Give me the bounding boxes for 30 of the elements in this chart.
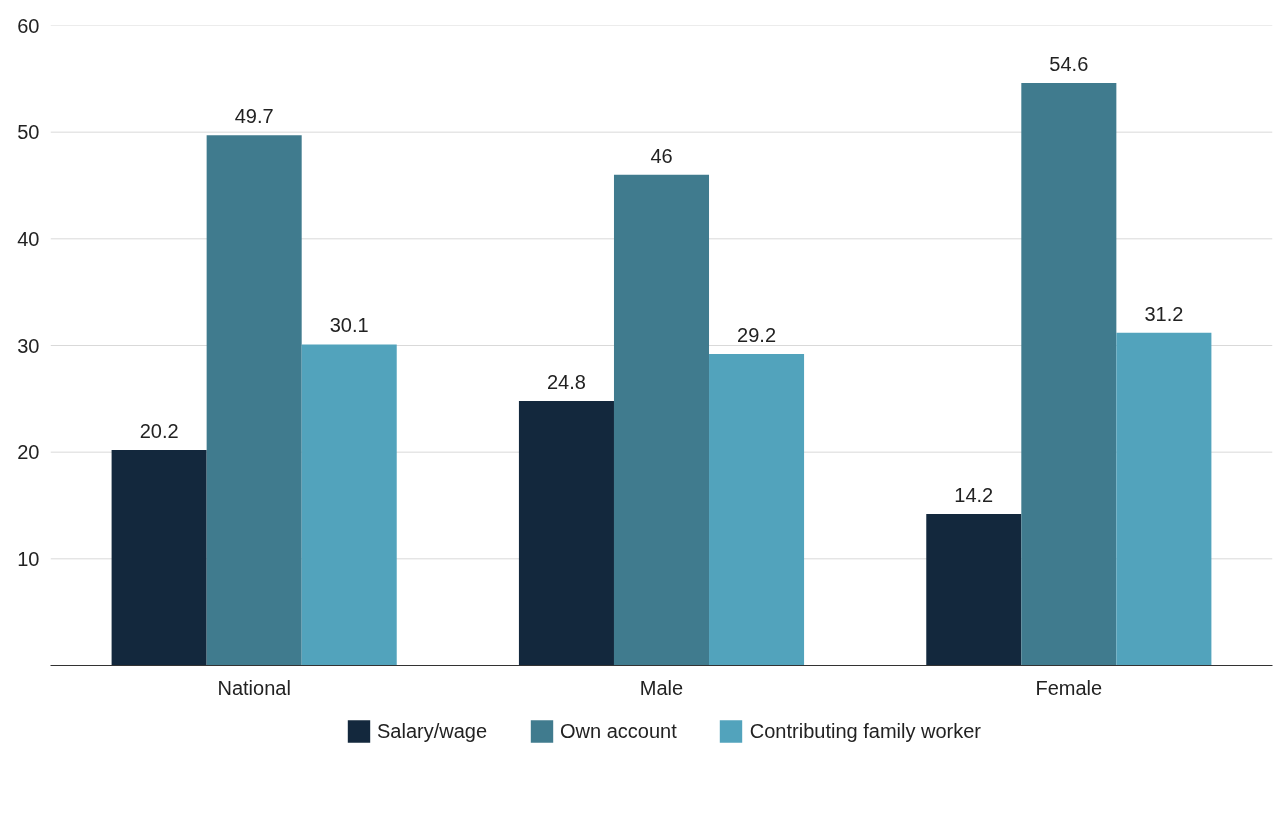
y-tick-label: 10 [17, 547, 40, 570]
data-label: 24.8 [546, 370, 586, 393]
bar [111, 450, 207, 666]
data-label: 31.2 [1144, 302, 1184, 325]
bar [1021, 83, 1117, 666]
bar [926, 514, 1022, 666]
data-label: 29.2 [737, 324, 777, 347]
bar [709, 354, 805, 666]
data-label: 30.1 [329, 314, 369, 337]
data-label: 54.6 [1049, 53, 1089, 76]
y-tick-label: 20 [17, 441, 40, 464]
data-label: 14.2 [954, 484, 994, 507]
bar [1116, 332, 1212, 666]
bar [518, 400, 614, 666]
x-tick-label: Female [1035, 676, 1103, 699]
bar [301, 344, 397, 666]
legend-label: Contributing family worker [749, 719, 981, 743]
y-tick-label: 60 [17, 14, 40, 37]
y-tick-label: 40 [17, 227, 40, 250]
x-tick-label: National [217, 676, 291, 699]
data-label: 49.7 [234, 105, 274, 128]
legend-label: Salary/wage [377, 719, 488, 743]
data-label: 46 [650, 144, 673, 167]
y-tick-label: 30 [17, 334, 40, 357]
x-tick-label: Male [639, 676, 684, 699]
bar [206, 135, 302, 666]
legend-label: Own account [560, 719, 677, 743]
y-tick-label: 50 [17, 121, 40, 144]
bar [613, 174, 710, 666]
data-label: 20.2 [139, 420, 179, 443]
